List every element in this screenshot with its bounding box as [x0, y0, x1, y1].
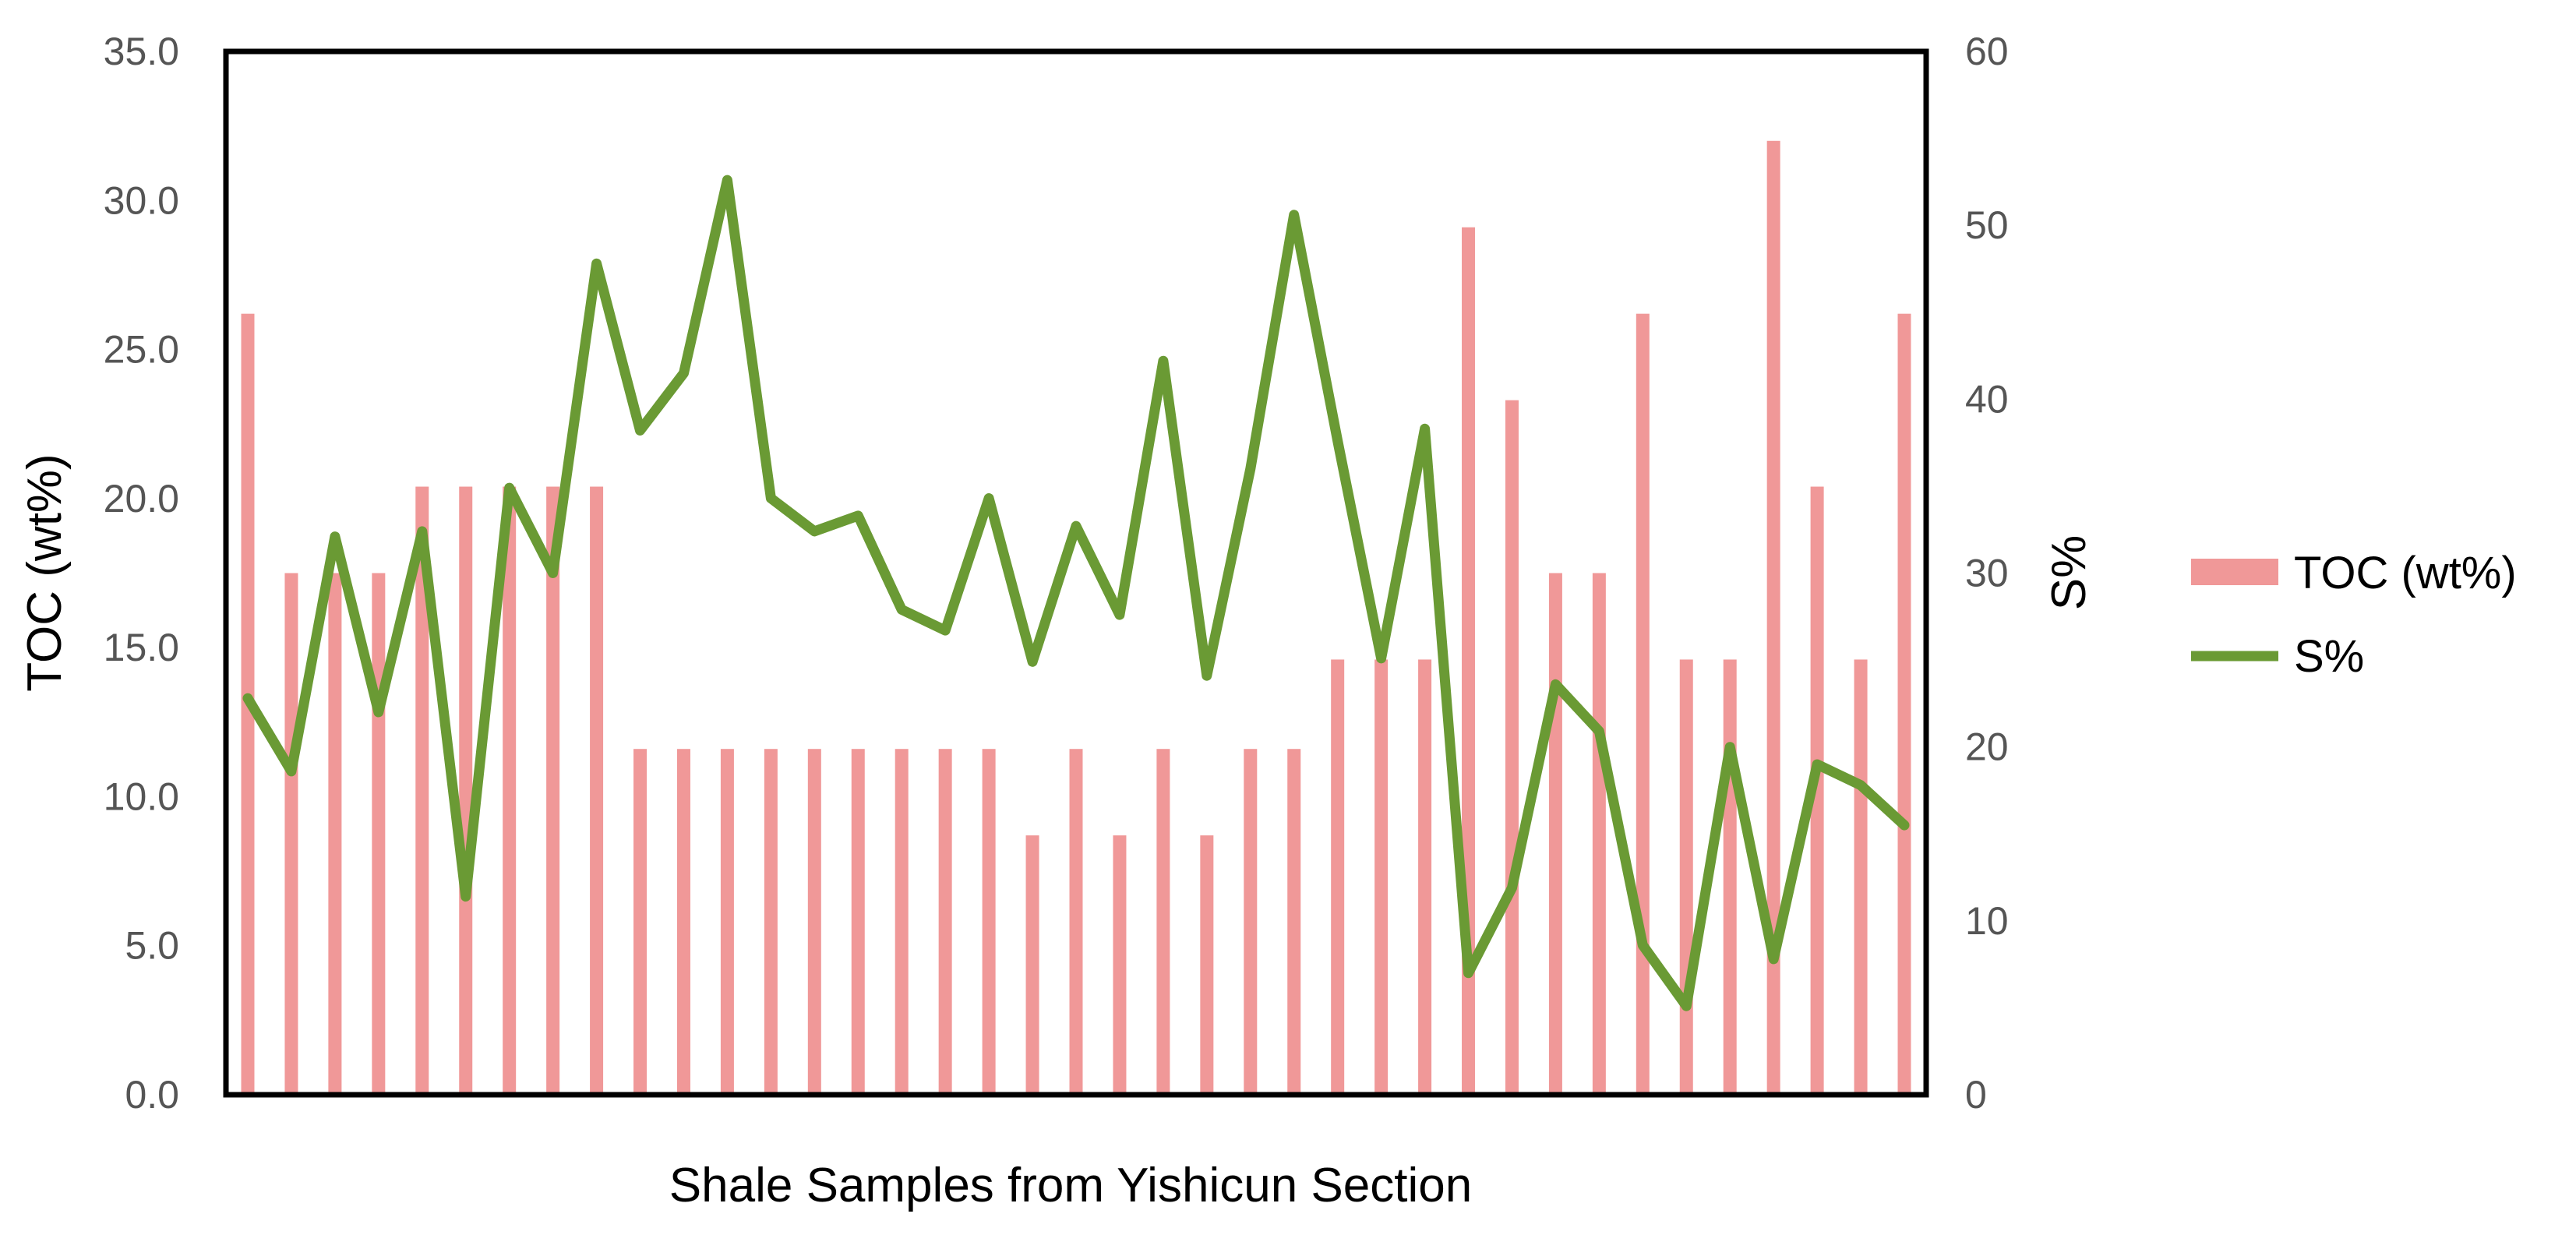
toc-bar — [851, 749, 865, 1095]
s-percent-line — [242, 175, 1910, 1011]
line-layer — [242, 175, 1910, 1011]
toc-bar — [720, 749, 734, 1095]
toc-bar — [1548, 573, 1562, 1095]
toc-bar — [1025, 835, 1039, 1095]
toc-bar — [459, 486, 473, 1095]
toc-bar — [676, 749, 690, 1095]
left-axis-ticks: 0.0 5.0 10.0 15.0 20.0 25.0 30.0 35.0 — [104, 30, 179, 1117]
toc-bar — [1766, 140, 1780, 1095]
x-axis-title: Shale Samples from Yishicun Section — [669, 1159, 1472, 1212]
toc-bar — [503, 486, 517, 1095]
toc-bar — [1723, 659, 1737, 1095]
right-tick-label: 0 — [1965, 1073, 1987, 1117]
toc-bar — [1244, 749, 1258, 1095]
right-tick-label: 40 — [1965, 377, 2009, 421]
left-tick-label: 5.0 — [125, 924, 179, 968]
right-tick-label: 50 — [1965, 203, 2009, 247]
left-axis-title: TOC (wt%) — [18, 453, 72, 691]
toc-bar — [1200, 835, 1214, 1095]
right-axis-ticks: 0 10 20 30 40 50 60 — [1965, 30, 2009, 1117]
toc-bar — [807, 749, 821, 1095]
left-tick-label: 30.0 — [104, 178, 179, 222]
toc-bar — [1636, 313, 1650, 1096]
toc-bar — [415, 486, 429, 1095]
toc-bar — [982, 749, 996, 1095]
toc-bar — [590, 486, 604, 1095]
right-axis-title: S% — [2042, 535, 2096, 610]
toc-bar — [895, 749, 909, 1095]
left-tick-label: 15.0 — [104, 626, 179, 669]
bars-layer — [241, 140, 1911, 1096]
toc-bar — [1897, 313, 1911, 1096]
right-tick-label: 20 — [1965, 725, 2009, 769]
plot-frame — [223, 48, 1929, 1098]
toc-bar — [633, 749, 648, 1095]
toc-bar — [1156, 749, 1170, 1095]
toc-bar — [328, 573, 342, 1095]
toc-bar — [1374, 659, 1389, 1095]
toc-bar — [1113, 835, 1127, 1095]
toc-bar — [1810, 486, 1824, 1095]
left-tick-label: 10.0 — [104, 774, 179, 818]
right-tick-label: 60 — [1965, 30, 2009, 73]
toc-bar — [372, 573, 386, 1095]
toc-bar — [1418, 659, 1432, 1095]
toc-bar — [546, 486, 560, 1095]
toc-bar — [1854, 659, 1868, 1095]
legend-swatch-toc — [2191, 559, 2278, 585]
toc-bar — [1331, 659, 1345, 1095]
toc-bar — [764, 749, 778, 1095]
toc-bar — [1679, 659, 1693, 1095]
toc-bar — [1592, 573, 1606, 1095]
toc-bar — [938, 749, 952, 1095]
legend: TOC (wt%) S% — [2191, 548, 2517, 682]
toc-bar — [1505, 400, 1519, 1095]
toc-bar — [1287, 749, 1301, 1095]
right-tick-label: 30 — [1965, 552, 2009, 595]
left-tick-label: 35.0 — [104, 30, 179, 73]
left-tick-label: 20.0 — [104, 477, 179, 520]
left-tick-label: 0.0 — [125, 1073, 179, 1117]
toc-bar — [284, 573, 298, 1095]
legend-label-toc: TOC (wt%) — [2294, 548, 2517, 598]
right-tick-label: 10 — [1965, 899, 2009, 943]
legend-label-s-percent: S% — [2294, 631, 2364, 682]
toc-bar — [1069, 749, 1083, 1095]
left-tick-label: 25.0 — [104, 328, 179, 372]
